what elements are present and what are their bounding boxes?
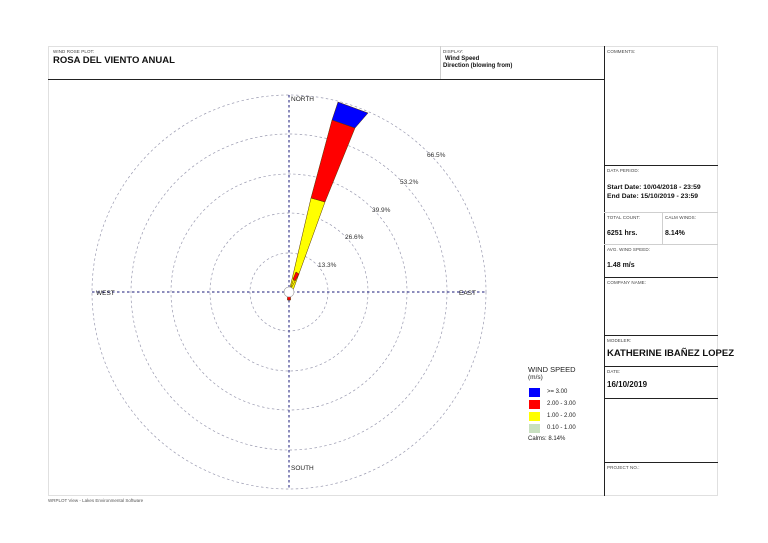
legend-title: WIND SPEED	[528, 365, 576, 374]
display-line2: Direction (blowing from)	[443, 63, 513, 69]
project-label: PROJECT NO.:	[607, 465, 640, 470]
sidebar-divider	[604, 277, 718, 278]
modeler-value: KATHERINE IBAÑEZ LOPEZ	[607, 348, 735, 359]
page-title: ROSA DEL VIENTO ANUAL	[53, 55, 175, 66]
legend-label: 0.10 - 1.00	[547, 425, 576, 431]
sidebar-divider	[604, 335, 718, 336]
calm-winds-label: CALM WINDS:	[665, 215, 697, 220]
ring-label-4: 53.2%	[400, 179, 419, 186]
total-count-value: 6251 hrs.	[607, 230, 638, 237]
west-label: WEST	[96, 290, 115, 297]
plot-label: WIND ROSE PLOT:	[53, 49, 95, 54]
header-bottom-line	[48, 79, 604, 80]
legend-label: >= 3.00	[547, 389, 568, 395]
sidebar-divider	[604, 244, 718, 245]
legend-swatch-green	[529, 424, 540, 433]
ring-label-3: 39.9%	[372, 207, 391, 214]
north-label: NORTH	[291, 96, 314, 103]
company-label: COMPANY NAME:	[607, 280, 647, 285]
sidebar-divider	[604, 462, 718, 463]
sidebar-divider	[604, 165, 718, 166]
sidebar-divider	[662, 212, 663, 244]
comments-label: COMMENTS:	[607, 49, 636, 54]
calm-circle	[283, 286, 295, 298]
total-count-label: TOTAL COUNT:	[607, 215, 641, 220]
legend-calms: Calms: 8.14%	[528, 436, 566, 442]
modeler-label: MODELER:	[607, 338, 632, 343]
data-period-label: DATA PERIOD:	[607, 168, 640, 173]
sidebar-divider	[604, 398, 718, 399]
legend-swatch-yellow	[529, 412, 540, 421]
south-label: SOUTH	[291, 465, 314, 472]
east-label: EAST	[459, 290, 476, 297]
sidebar-divider	[604, 212, 718, 213]
display-line1: Wind Speed	[445, 56, 480, 62]
ring-label-5: 66.5%	[427, 152, 446, 159]
date-label: DATE:	[607, 369, 621, 374]
ring-label-1: 13.3%	[318, 262, 337, 269]
legend-swatch-blue	[529, 388, 540, 397]
sidebar-divider	[604, 366, 718, 367]
avg-speed-label: AVG. WIND SPEED:	[607, 247, 651, 252]
start-date: Start Date: 10/04/2018 - 23:59	[607, 184, 701, 191]
legend-swatch-red	[529, 400, 540, 409]
legend-label: 1.00 - 2.00	[547, 413, 576, 419]
end-date: End Date: 15/10/2019 - 23:59	[607, 193, 699, 200]
date-value: 16/10/2019	[607, 380, 648, 389]
display-label: DISPLAY:	[443, 49, 464, 54]
header-divider	[440, 46, 441, 80]
legend-label: 2.00 - 3.00	[547, 401, 576, 407]
page-frame	[48, 46, 718, 496]
petal-nne	[288, 101, 369, 293]
footer-credit: WRPLOT View - Lakes Environmental Softwa…	[48, 498, 144, 503]
sidebar-left-line	[604, 46, 605, 496]
legend-units: (m/s)	[528, 374, 543, 381]
avg-speed-value: 1.48 m/s	[607, 262, 635, 269]
ring-label-2: 26.6%	[345, 234, 364, 241]
calm-winds-value: 8.14%	[665, 230, 685, 237]
